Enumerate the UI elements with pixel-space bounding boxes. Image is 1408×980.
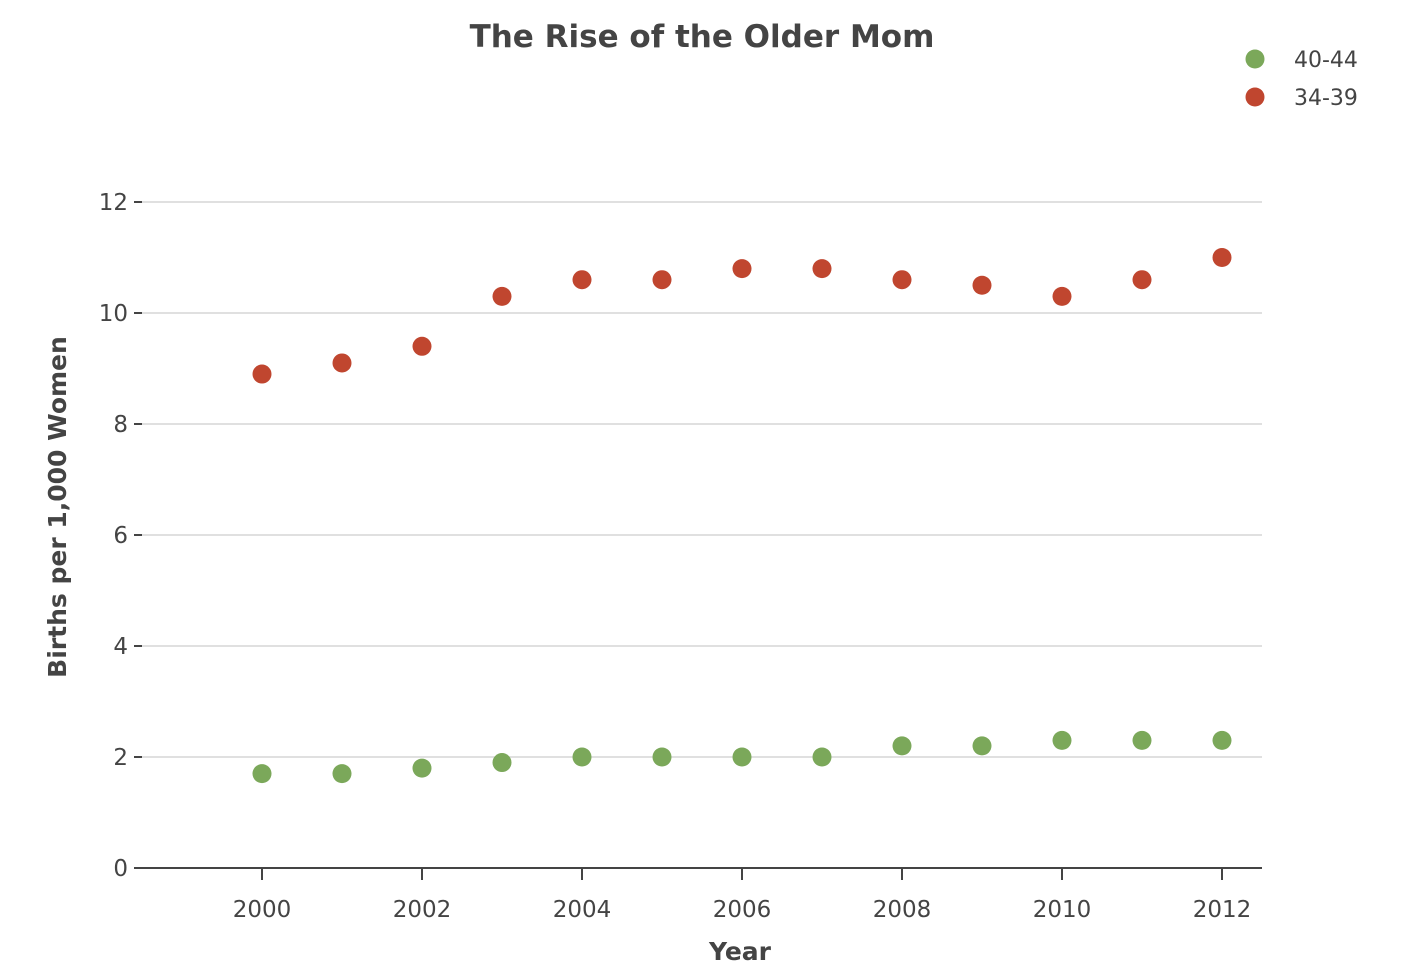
legend-label: 34-39 <box>1294 86 1358 111</box>
data-point[interactable] <box>252 364 272 384</box>
y-tick-label: 0 <box>113 856 128 882</box>
y-tick-label: 2 <box>113 745 128 771</box>
data-point[interactable] <box>892 736 912 756</box>
data-point[interactable] <box>732 259 752 279</box>
series-40-44 <box>252 730 1232 784</box>
legend-marker <box>1245 49 1265 69</box>
axes: 0 2 4 6 8 10 12 2000 2002 2004 2006 2008 2010 2012 <box>99 190 1262 923</box>
data-point[interactable] <box>572 270 592 290</box>
legend-label: 40-44 <box>1294 48 1358 73</box>
y-tick-label: 6 <box>113 523 128 549</box>
legend-item[interactable]: 40-44 <box>1245 48 1358 73</box>
data-point[interactable] <box>412 758 432 778</box>
data-point[interactable] <box>812 747 832 767</box>
legend-marker <box>1245 87 1265 107</box>
data-point[interactable] <box>332 353 352 373</box>
x-axis-title: Year <box>708 937 772 966</box>
data-point[interactable] <box>412 336 432 356</box>
gridlines <box>142 201 1262 758</box>
data-point[interactable] <box>972 736 992 756</box>
data-point[interactable] <box>1212 730 1232 750</box>
y-tick-label: 8 <box>113 412 128 438</box>
y-axis-title: Births per 1,000 Women <box>43 336 72 678</box>
data-point[interactable] <box>1212 248 1232 267</box>
data-point[interactable] <box>1132 730 1152 750</box>
chart-title: The Rise of the Older Mom <box>470 19 935 55</box>
y-tick-label: 12 <box>99 190 128 216</box>
data-point[interactable] <box>252 764 272 784</box>
data-point[interactable] <box>972 275 992 295</box>
x-tick-label: 2012 <box>1193 897 1252 923</box>
y-tick-label: 10 <box>99 301 128 327</box>
data-point[interactable] <box>1132 270 1152 290</box>
data-point[interactable] <box>492 286 512 306</box>
y-tick-label: 4 <box>113 634 128 660</box>
data-point[interactable] <box>1052 286 1072 306</box>
data-point[interactable] <box>332 764 352 784</box>
data-point[interactable] <box>572 747 592 767</box>
legend-item[interactable]: 34-39 <box>1245 86 1358 111</box>
x-tick-label: 2004 <box>553 897 612 923</box>
data-point[interactable] <box>892 270 912 290</box>
x-tick-label: 2008 <box>873 897 932 923</box>
x-tick-label: 2010 <box>1033 897 1092 923</box>
data-point[interactable] <box>652 270 672 290</box>
x-tick-label: 2000 <box>233 897 292 923</box>
data-point[interactable] <box>732 747 752 767</box>
x-tick-label: 2002 <box>393 897 452 923</box>
data-points <box>252 248 1232 784</box>
data-point[interactable] <box>652 747 672 767</box>
x-tick-label: 2006 <box>713 897 772 923</box>
data-point[interactable] <box>492 753 512 773</box>
legend: 40-44 34-39 <box>1245 48 1358 111</box>
data-point[interactable] <box>812 259 832 279</box>
series-34-39 <box>252 248 1232 384</box>
data-point[interactable] <box>1052 730 1072 750</box>
